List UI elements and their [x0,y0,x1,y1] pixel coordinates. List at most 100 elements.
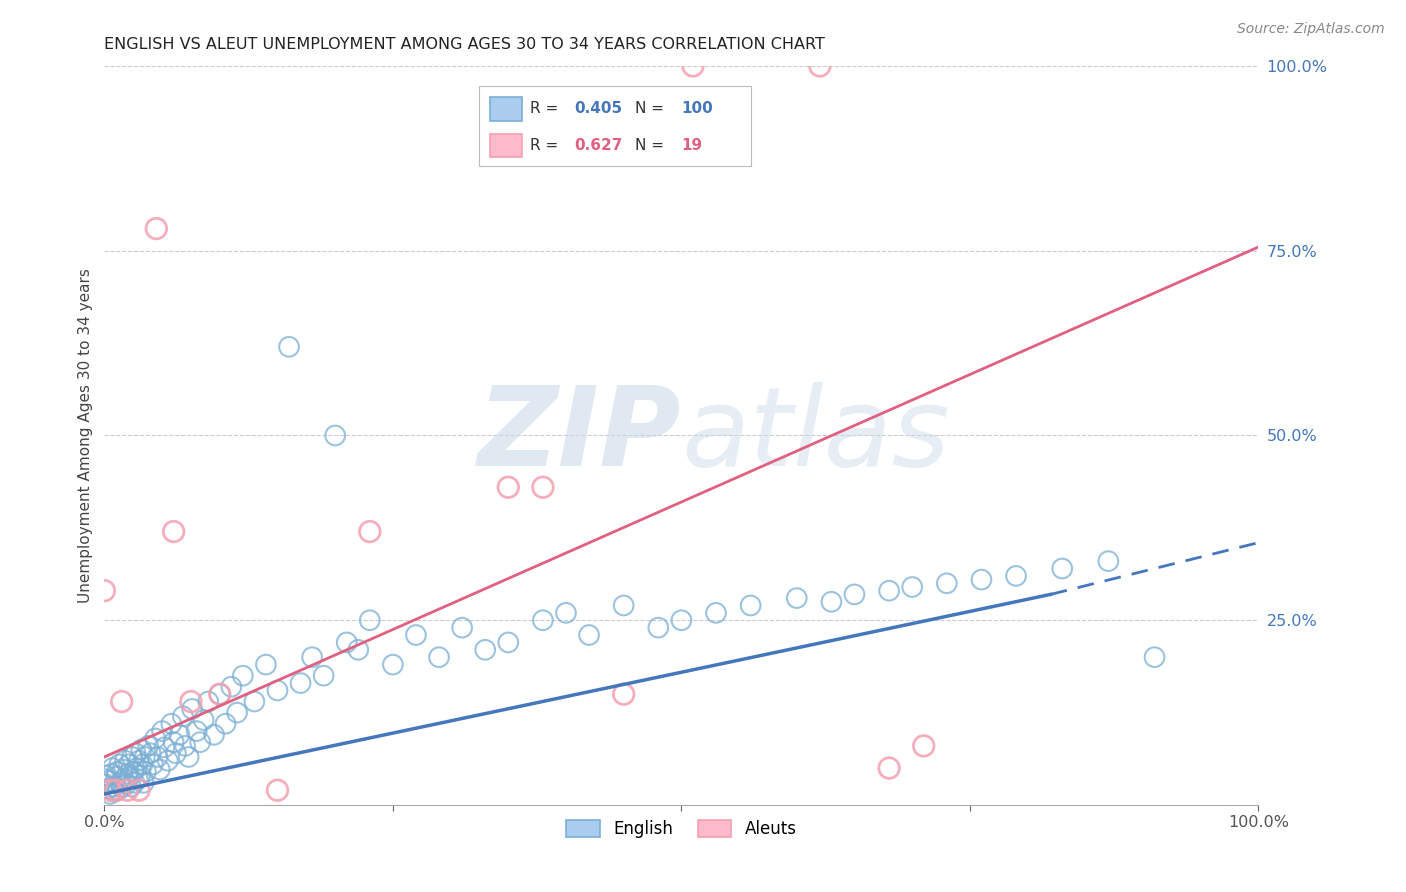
Point [114,754,136,768]
Point [96,768,118,782]
Point [177,750,200,764]
Point [877,583,900,598]
Point [647,621,669,635]
Point [122,764,145,779]
Point [323,428,346,442]
Point [134,750,156,764]
Point [214,716,236,731]
Point [844,587,866,601]
Point [110,776,132,790]
Point [118,770,141,784]
Text: ENGLISH VS ALEUT UNEMPLOYMENT AMONG AGES 30 TO 34 YEARS CORRELATION CHART: ENGLISH VS ALEUT UNEMPLOYMENT AMONG AGES… [104,37,825,53]
Point [105,764,128,779]
Point [197,694,219,708]
Text: Source: ZipAtlas.com: Source: ZipAtlas.com [1237,22,1385,37]
Point [139,746,162,760]
Point [613,599,636,613]
Point [131,757,153,772]
Text: R =: R = [530,138,564,153]
Point [104,785,127,799]
Point [93,772,115,786]
Text: 100: 100 [682,102,713,117]
Point [101,761,124,775]
Point [180,694,202,708]
Point [359,524,381,539]
Point [111,694,134,708]
Point [100,767,122,781]
Point [226,706,249,720]
Point [671,613,693,627]
Point [97,781,120,796]
Point [146,750,169,764]
Point [162,735,184,749]
Point [125,761,148,775]
Point [202,728,225,742]
Point [1143,650,1166,665]
Point [153,740,176,755]
Point [531,613,554,627]
Point [142,757,165,772]
Point [613,687,636,701]
Point [193,713,215,727]
Point [104,770,127,784]
Point [104,783,127,797]
Point [266,783,288,797]
Point [111,780,134,794]
Point [1097,554,1119,568]
Point [820,595,842,609]
Point [103,780,125,794]
Point [132,776,155,790]
Point [135,764,157,779]
Point [266,683,288,698]
Point [682,59,704,73]
Point [128,754,150,768]
Point [156,754,179,768]
Point [129,768,152,782]
Point [221,680,243,694]
Text: atlas: atlas [682,382,950,489]
Text: R =: R = [530,102,564,117]
Point [117,757,139,772]
Point [117,783,139,797]
Point [107,783,129,797]
Point [111,763,134,777]
Point [474,642,496,657]
Point [94,777,117,791]
FancyBboxPatch shape [489,97,522,120]
Point [131,742,153,756]
Point [128,783,150,797]
Point [162,524,184,539]
Point [935,576,957,591]
Point [970,573,993,587]
Point [243,694,266,708]
Point [112,772,135,786]
Point [254,657,277,672]
FancyBboxPatch shape [489,134,522,158]
Point [150,724,173,739]
Point [143,731,166,746]
Point [98,783,121,797]
Point [359,613,381,627]
Point [427,650,450,665]
Point [578,628,600,642]
Point [98,787,121,801]
Point [498,635,520,649]
Point [347,642,370,657]
Point [451,621,474,635]
Point [136,739,159,753]
Point [786,591,808,605]
Point [172,709,194,723]
Point [381,657,404,672]
Point [531,480,554,494]
Point [145,221,167,235]
Point [1050,561,1073,575]
Point [120,780,142,794]
Point [704,606,727,620]
Point [301,650,323,665]
Point [93,583,115,598]
Point [740,599,762,613]
Point [169,728,191,742]
Text: 0.627: 0.627 [574,138,623,153]
Point [121,750,143,764]
Point [160,716,183,731]
